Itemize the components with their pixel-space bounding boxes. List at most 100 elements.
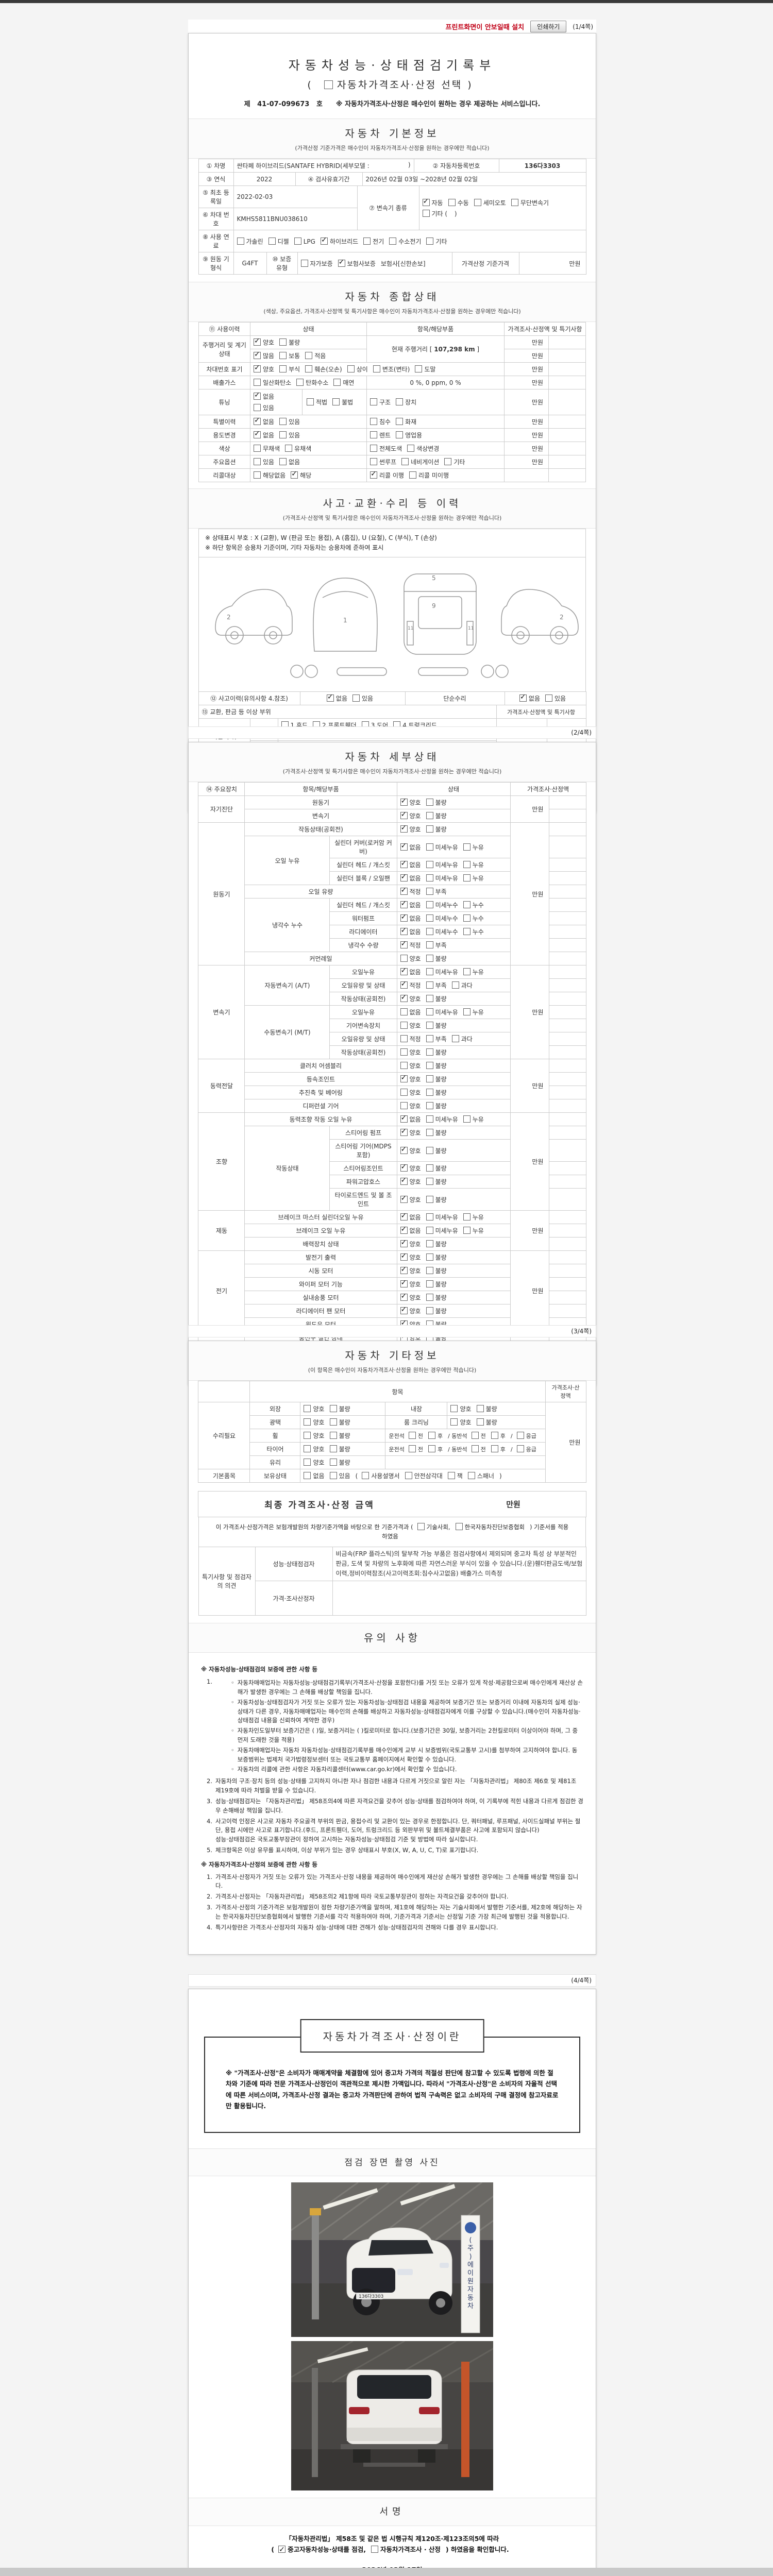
unchecked-checkbox-icon[interactable] (463, 1213, 470, 1221)
unchecked-checkbox-icon[interactable] (279, 458, 287, 465)
unchecked-checkbox-icon[interactable] (400, 1089, 408, 1096)
checkbox-option[interactable]: 불량 (426, 1075, 447, 1083)
checked-checkbox-icon[interactable] (400, 967, 408, 975)
checked-checkbox-icon[interactable] (400, 1279, 408, 1287)
checkbox-option[interactable]: 미세누유 (426, 1008, 458, 1016)
unchecked-checkbox-icon[interactable] (407, 445, 415, 452)
checkbox-option[interactable]: 있음 (545, 694, 566, 703)
checked-checkbox-icon[interactable] (254, 416, 261, 425)
checkbox-option[interactable]: 없음 (254, 416, 274, 426)
unchecked-checkbox-icon[interactable] (294, 237, 301, 245)
unchecked-checkbox-icon[interactable] (426, 1089, 433, 1096)
checkbox-option[interactable]: 양호 (400, 1239, 421, 1248)
checked-checkbox-icon[interactable] (291, 470, 298, 479)
unchecked-checkbox-icon[interactable] (304, 1472, 311, 1479)
unchecked-checkbox-icon[interactable] (426, 825, 433, 833)
unchecked-checkbox-icon[interactable] (401, 458, 409, 465)
unchecked-checkbox-icon[interactable] (305, 352, 313, 359)
unchecked-checkbox-icon[interactable] (476, 1418, 484, 1426)
checkbox-option[interactable]: 스패너 (467, 1471, 494, 1480)
checkbox-option[interactable]: 적정 (400, 980, 421, 990)
checkbox-option[interactable]: 해당없음 (254, 471, 285, 480)
unchecked-checkbox-icon[interactable] (426, 941, 433, 948)
checkbox-option[interactable]: 불량 (476, 1404, 497, 1413)
checkbox-option[interactable]: 양호 (400, 954, 421, 963)
checkbox-option[interactable]: 한국자동차진단보증협회 (455, 1522, 525, 1532)
checkbox-option[interactable]: 불량 (426, 1293, 447, 1302)
checkbox-option[interactable]: 불법 (332, 398, 353, 406)
checkbox-option[interactable]: 불량 (426, 1240, 447, 1248)
unchecked-checkbox-icon[interactable] (426, 1035, 433, 1042)
unchecked-checkbox-icon[interactable] (491, 1445, 498, 1452)
checked-checkbox-icon[interactable] (400, 1145, 408, 1154)
checkbox-option[interactable]: 양호 (400, 1074, 421, 1083)
unchecked-checkbox-icon[interactable] (300, 259, 308, 267)
checkbox-option[interactable]: 매연 (333, 378, 354, 387)
checkbox-option[interactable]: 불량 (329, 1418, 350, 1427)
unchecked-checkbox-icon[interactable] (450, 1405, 458, 1412)
unchecked-checkbox-icon[interactable] (400, 1035, 408, 1042)
unchecked-checkbox-icon[interactable] (471, 1445, 479, 1452)
checkbox-option[interactable]: 불량 (329, 1404, 350, 1413)
unchecked-checkbox-icon[interactable] (396, 418, 404, 425)
print-warning-link[interactable]: 프린트화면이 안보일때 설치 (445, 23, 525, 31)
checkbox-option[interactable]: 없음 (326, 693, 347, 703)
checkbox-option[interactable]: 양호 (400, 1176, 421, 1186)
checkbox-option[interactable]: 없음 (400, 1008, 421, 1016)
unchecked-checkbox-icon[interactable] (426, 901, 433, 908)
checked-checkbox-icon[interactable] (400, 810, 408, 819)
unchecked-checkbox-icon[interactable] (254, 471, 261, 479)
checked-checkbox-icon[interactable] (400, 1225, 408, 1234)
unchecked-checkbox-icon[interactable] (415, 365, 423, 372)
unchecked-checkbox-icon[interactable] (426, 1048, 433, 1056)
checked-checkbox-icon[interactable] (400, 1212, 408, 1221)
unchecked-checkbox-icon[interactable] (254, 458, 261, 465)
checkbox-option[interactable]: 미세누유 (426, 1226, 458, 1235)
checkbox-option[interactable]: 전 (471, 1445, 486, 1453)
checkbox-option[interactable]: 과다 (451, 1035, 473, 1043)
unchecked-checkbox-icon[interactable] (463, 914, 470, 922)
checkbox-option[interactable]: 불량 (279, 338, 300, 347)
unchecked-checkbox-icon[interactable] (426, 1294, 433, 1301)
unchecked-checkbox-icon[interactable] (304, 1445, 311, 1452)
checkbox-option[interactable]: 과다 (451, 981, 473, 990)
checkbox-option[interactable]: 미세누수 (426, 927, 458, 936)
checkbox-option[interactable]: 수동 (448, 198, 469, 207)
checkbox-option[interactable]: 무단변속기 (511, 198, 549, 207)
unchecked-checkbox-icon[interactable] (463, 1008, 470, 1015)
checked-checkbox-icon[interactable] (400, 940, 408, 948)
checkbox-option[interactable]: 불량 (329, 1458, 350, 1467)
checkbox-option[interactable]: 양호 (304, 1431, 325, 1440)
checkbox-option[interactable]: 없음 (400, 859, 421, 869)
unchecked-checkbox-icon[interactable] (409, 471, 416, 479)
unchecked-checkbox-icon[interactable] (373, 365, 380, 372)
unchecked-checkbox-icon[interactable] (451, 1035, 459, 1042)
unchecked-checkbox-icon[interactable] (426, 1102, 433, 1109)
checkbox-option[interactable]: 미세누유 (426, 843, 458, 852)
unchecked-checkbox-icon[interactable] (304, 1418, 311, 1426)
checkbox-option[interactable]: 보통 (279, 351, 300, 360)
checkbox-option[interactable]: 양호 (400, 1306, 421, 1315)
checkbox-option[interactable]: 없음 (519, 693, 540, 703)
unchecked-checkbox-icon[interactable] (426, 1008, 433, 1015)
checked-checkbox-icon[interactable] (338, 258, 345, 267)
checkbox-option[interactable]: 부족 (426, 1035, 447, 1043)
checkbox-option[interactable]: 사용설명서 (362, 1471, 400, 1480)
unchecked-checkbox-icon[interactable] (426, 981, 433, 989)
checkbox-option[interactable]: 양호 (400, 797, 421, 807)
checked-checkbox-icon[interactable] (400, 797, 408, 806)
unchecked-checkbox-icon[interactable] (426, 237, 434, 245)
unchecked-checkbox-icon[interactable] (279, 418, 287, 425)
checkbox-option[interactable]: 양호 (400, 1061, 421, 1070)
unchecked-checkbox-icon[interactable] (463, 1227, 470, 1234)
checkbox-option[interactable]: 잭 (447, 1471, 463, 1480)
checkbox-option[interactable]: 없음 (400, 873, 421, 883)
unchecked-checkbox-icon[interactable] (329, 1432, 337, 1439)
checkbox-option[interactable]: 적정 (400, 1035, 421, 1043)
unchecked-checkbox-icon[interactable] (428, 1431, 435, 1439)
unchecked-checkbox-icon[interactable] (324, 80, 333, 89)
unchecked-checkbox-icon[interactable] (400, 1062, 408, 1069)
unchecked-checkbox-icon[interactable] (426, 928, 433, 935)
unchecked-checkbox-icon[interactable] (426, 812, 433, 819)
checkbox-option[interactable]: 자가보증 (300, 259, 333, 268)
